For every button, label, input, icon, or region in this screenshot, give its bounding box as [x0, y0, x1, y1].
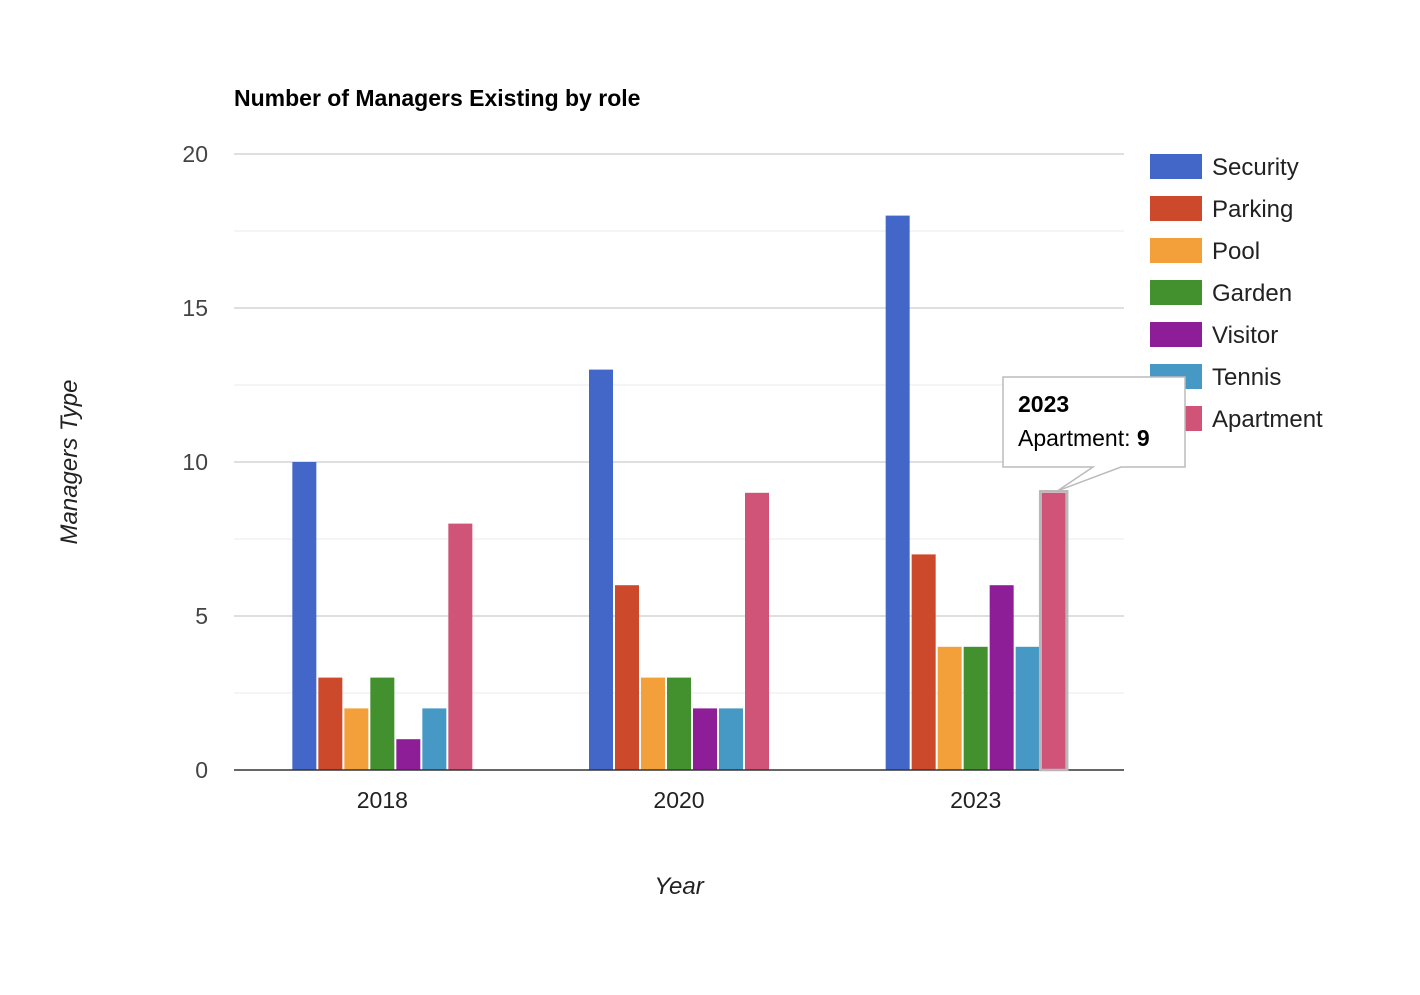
- tooltip-category: 2023: [1018, 391, 1069, 417]
- bar-highlight: [1038, 490, 1069, 772]
- bar-pool-2023: [937, 646, 962, 770]
- legend-label-garden: Garden: [1212, 280, 1292, 307]
- y-axis-label: Managers Type: [56, 380, 83, 545]
- chart-title: Number of Managers Existing by role: [234, 85, 640, 111]
- tooltip: 2023 Apartment: 9: [1002, 376, 1186, 772]
- bar-visitor-2020: [693, 708, 717, 770]
- legend-label-apartment: Apartment: [1212, 406, 1323, 433]
- bar-parking-2018: [318, 677, 343, 770]
- y-tick-label: 20: [182, 141, 208, 167]
- bar-tennis-2023: [1015, 646, 1040, 770]
- bar-parking-2023: [911, 554, 936, 770]
- tooltip-series-label: Apartment:: [1018, 425, 1137, 451]
- bar-garden-2018: [370, 677, 395, 770]
- bar-pool-2018: [344, 708, 369, 770]
- legend-label-visitor: Visitor: [1212, 322, 1278, 349]
- x-tick-label: 2023: [950, 787, 1001, 813]
- bar-visitor-2023: [989, 585, 1014, 770]
- bar-garden-2020: [667, 677, 691, 770]
- legend-swatch-parking: [1150, 196, 1202, 221]
- y-tick-label: 15: [182, 295, 208, 321]
- bar-parking-2020: [615, 585, 639, 770]
- tooltip-value: Apartment: 9: [1018, 425, 1150, 451]
- gridlines: [234, 153, 1124, 694]
- bar-tennis-2020: [719, 708, 743, 770]
- bar-security-2023: [885, 215, 910, 771]
- y-tick-label: 0: [195, 757, 208, 783]
- bar-tennis-2018: [422, 708, 447, 770]
- x-tick-label: 2020: [653, 787, 704, 813]
- y-axis-ticks: 0 5 10 15 20: [182, 141, 208, 783]
- bar-security-2020: [589, 369, 613, 770]
- legend-label-pool: Pool: [1212, 238, 1260, 265]
- bar-visitor-2018: [396, 739, 421, 770]
- legend-swatch-garden: [1150, 280, 1202, 305]
- bar-apartment-2020: [745, 492, 769, 770]
- x-axis-label: Year: [654, 873, 704, 900]
- y-tick-label: 10: [182, 449, 208, 475]
- bar-security-2018: [292, 462, 317, 770]
- y-tick-label: 5: [195, 603, 208, 629]
- x-axis-ticks: 2018 2020 2023: [357, 787, 1002, 813]
- bar-pool-2020: [641, 677, 665, 770]
- legend: Security Parking Pool Garden Visitor Tennis Ap…: [1150, 154, 1323, 433]
- legend-label-parking: Parking: [1212, 196, 1293, 223]
- bars: [292, 215, 1066, 771]
- bar-garden-2023: [963, 646, 988, 770]
- legend-label-tennis: Tennis: [1212, 364, 1281, 391]
- legend-swatch-security: [1150, 154, 1202, 179]
- tooltip-number: 9: [1137, 425, 1150, 451]
- legend-swatch-pool: [1150, 238, 1202, 263]
- tooltip-box: [1002, 376, 1186, 492]
- bar-apartment-2023: [1041, 492, 1066, 770]
- legend-label-security: Security: [1212, 154, 1299, 181]
- legend-swatch-visitor: [1150, 322, 1202, 347]
- bar-apartment-2018: [448, 523, 473, 770]
- x-tick-label: 2018: [357, 787, 408, 813]
